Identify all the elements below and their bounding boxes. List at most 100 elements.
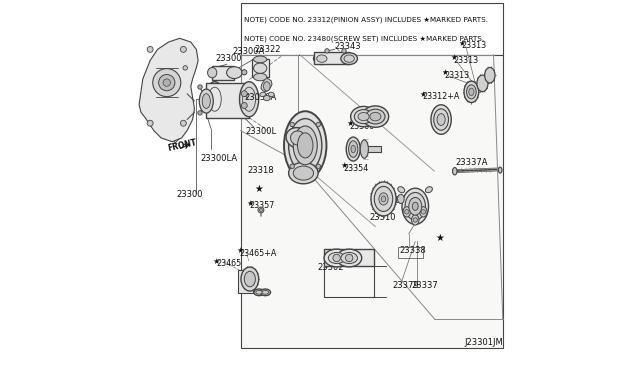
- Ellipse shape: [293, 166, 314, 180]
- Circle shape: [324, 49, 329, 53]
- Circle shape: [413, 218, 417, 222]
- Ellipse shape: [264, 96, 270, 101]
- Text: 23338: 23338: [399, 246, 426, 255]
- Ellipse shape: [264, 82, 270, 91]
- Ellipse shape: [484, 67, 495, 83]
- Text: ★: ★: [442, 68, 449, 77]
- Circle shape: [333, 254, 340, 262]
- Text: 23300A: 23300A: [232, 47, 264, 56]
- Text: ★: ★: [340, 161, 348, 170]
- Ellipse shape: [253, 73, 267, 81]
- Ellipse shape: [205, 82, 225, 117]
- Text: 23300: 23300: [177, 190, 204, 199]
- Bar: [241, 55, 503, 349]
- Text: 23300: 23300: [216, 54, 243, 63]
- Ellipse shape: [426, 187, 433, 193]
- Ellipse shape: [434, 109, 449, 130]
- Circle shape: [183, 65, 188, 70]
- Ellipse shape: [397, 194, 404, 203]
- Text: 23300L: 23300L: [245, 127, 276, 136]
- Ellipse shape: [397, 187, 404, 193]
- Ellipse shape: [241, 267, 259, 291]
- Text: ★: ★: [420, 90, 427, 99]
- Circle shape: [290, 122, 294, 127]
- Bar: [241, 3, 503, 55]
- Ellipse shape: [405, 192, 426, 220]
- Circle shape: [198, 111, 202, 115]
- Text: ★: ★: [458, 39, 465, 48]
- Ellipse shape: [239, 82, 259, 117]
- Text: 23357: 23357: [249, 201, 275, 210]
- Circle shape: [259, 209, 262, 211]
- Text: 23313: 23313: [453, 56, 479, 65]
- Ellipse shape: [254, 289, 264, 296]
- Circle shape: [258, 207, 264, 213]
- Polygon shape: [139, 38, 198, 142]
- Ellipse shape: [402, 188, 429, 224]
- Text: ★: ★: [237, 246, 244, 255]
- Circle shape: [147, 46, 153, 52]
- Text: 23312+A: 23312+A: [422, 92, 460, 101]
- Ellipse shape: [477, 75, 488, 92]
- Text: ★: ★: [347, 119, 354, 128]
- Text: 23360: 23360: [349, 122, 374, 131]
- Ellipse shape: [202, 94, 211, 109]
- Text: 23030A: 23030A: [244, 93, 277, 102]
- Ellipse shape: [253, 56, 267, 62]
- Text: ↙: ↙: [172, 136, 180, 146]
- Ellipse shape: [358, 112, 369, 121]
- Ellipse shape: [344, 55, 355, 62]
- Text: ★: ★: [254, 184, 263, 194]
- Ellipse shape: [268, 92, 274, 97]
- Ellipse shape: [284, 111, 326, 180]
- Text: 23313: 23313: [461, 41, 486, 50]
- Circle shape: [346, 254, 353, 262]
- Ellipse shape: [499, 167, 502, 173]
- Bar: [238, 270, 253, 293]
- Text: NOTE) CODE NO. 23312(PINION ASSY) INCLUDES ★MARKED PARTS.: NOTE) CODE NO. 23312(PINION ASSY) INCLUD…: [244, 17, 488, 23]
- Ellipse shape: [324, 249, 349, 267]
- Bar: [396, 196, 405, 202]
- Circle shape: [290, 164, 294, 169]
- Text: 23322: 23322: [254, 45, 281, 54]
- Circle shape: [404, 210, 409, 214]
- Ellipse shape: [351, 145, 355, 153]
- Ellipse shape: [260, 289, 271, 296]
- Text: 23465+A: 23465+A: [239, 249, 277, 258]
- Ellipse shape: [227, 67, 242, 78]
- Ellipse shape: [355, 110, 372, 124]
- Ellipse shape: [328, 253, 345, 263]
- Text: 23379: 23379: [392, 281, 419, 290]
- Ellipse shape: [464, 81, 479, 103]
- Ellipse shape: [412, 202, 418, 211]
- Text: 23465: 23465: [216, 259, 241, 268]
- Ellipse shape: [211, 66, 233, 80]
- Ellipse shape: [420, 207, 427, 217]
- Ellipse shape: [244, 271, 255, 287]
- Ellipse shape: [467, 85, 476, 99]
- Ellipse shape: [298, 133, 313, 158]
- Ellipse shape: [370, 112, 381, 121]
- Ellipse shape: [403, 207, 410, 217]
- Circle shape: [316, 122, 321, 127]
- Bar: [212, 65, 234, 80]
- Text: 23354: 23354: [344, 164, 369, 173]
- Bar: [360, 146, 381, 152]
- Ellipse shape: [314, 53, 330, 64]
- Circle shape: [421, 210, 426, 214]
- Text: 23318: 23318: [248, 166, 275, 174]
- Circle shape: [241, 91, 247, 97]
- Ellipse shape: [262, 291, 269, 294]
- Ellipse shape: [293, 126, 317, 165]
- Circle shape: [198, 85, 202, 89]
- Circle shape: [147, 120, 153, 126]
- Ellipse shape: [349, 141, 358, 157]
- Text: 23300LA: 23300LA: [200, 154, 237, 163]
- Ellipse shape: [362, 106, 388, 127]
- Circle shape: [180, 46, 186, 52]
- Ellipse shape: [437, 113, 445, 125]
- Ellipse shape: [317, 55, 327, 62]
- Ellipse shape: [409, 198, 422, 215]
- Circle shape: [153, 68, 181, 97]
- Circle shape: [342, 49, 346, 53]
